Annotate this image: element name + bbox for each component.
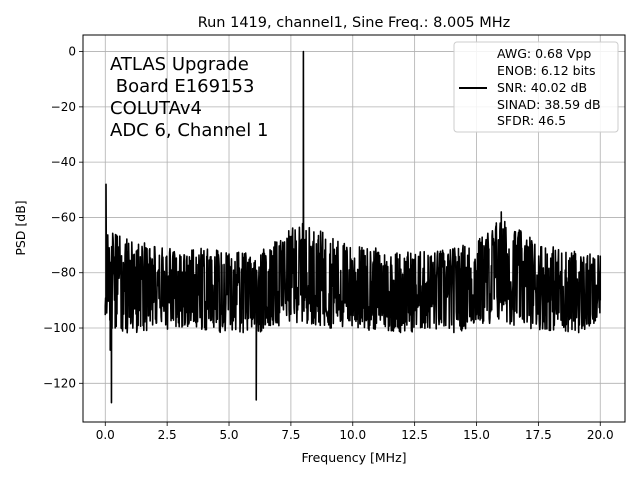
x-tick-label: 7.5 [281,428,300,442]
annotation-line-4: ADC 6, Channel 1 [110,120,268,141]
y-tick-label: −80 [51,266,76,280]
x-tick-label: 0.0 [96,428,115,442]
x-tick-label: 5.0 [219,428,238,442]
y-tick-label: −100 [43,321,76,335]
board-annotation: ATLAS Upgrade Board E169153 COLUTAv4 ADC… [110,54,268,141]
axes-frame [82,34,626,423]
x-axis: 0.0 2.5 5.0 7.5 10.0 12.5 15.0 17.5 20.0 [96,422,614,442]
legend-entry-awg: AWG: 0.68 Vpp [497,46,591,61]
y-tick-label: −60 [51,210,76,224]
x-tick-label: 20.0 [587,428,614,442]
y-tick-label: −120 [43,376,76,390]
legend: AWG: 0.68 Vpp ENOB: 6.12 bits SNR: 40.02… [453,41,619,133]
x-tick-label: 17.5 [525,428,552,442]
plot-area [104,50,602,404]
y-tick-label: −20 [51,100,76,114]
x-tick-label: 12.5 [401,428,428,442]
chart-title: Run 1419, channel1, Sine Freq.: 8.005 MH… [198,15,511,31]
annotation-line-3: COLUTAv4 [110,98,202,119]
legend-entry-snr: SNR: 40.02 dB [497,80,587,95]
legend-entry-sfdr: SFDR: 46.5 [497,113,566,128]
x-tick-label: 15.0 [463,428,490,442]
x-tick-label: 10.0 [339,428,366,442]
annotation-line-2: Board E169153 [110,76,254,97]
y-axis-label: PSD [dB] [13,200,28,255]
x-tick-label: 2.5 [158,428,177,442]
legend-entry-sinad: SINAD: 38.59 dB [497,97,601,112]
legend-box [453,41,619,133]
annotation-line-1: ATLAS Upgrade [110,54,249,75]
legend-entry-enob: ENOB: 6.12 bits [497,63,595,78]
y-axis: 0 −20 −40 −60 −80 −100 −120 [43,45,83,390]
x-axis-label: Frequency [MHz] [301,450,406,465]
psd-series-line [104,50,602,404]
y-tick-label: −40 [51,155,76,169]
y-tick-label: 0 [68,45,76,59]
